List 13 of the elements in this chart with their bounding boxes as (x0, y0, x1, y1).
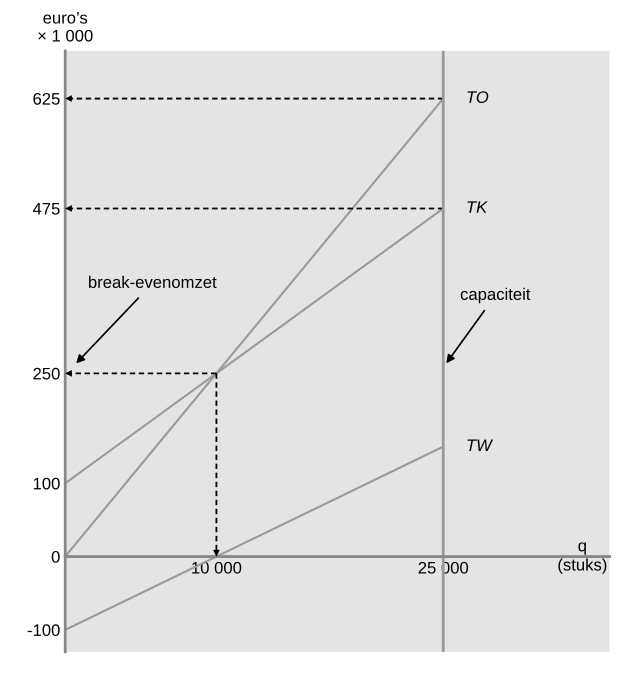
series-label: TW (467, 439, 494, 451)
annotation: capaciteit (460, 288, 530, 304)
y-tick-label: 100 (34, 478, 60, 490)
x-axis-title: q (stuks) (558, 542, 606, 574)
series-label: TK (467, 201, 488, 213)
y-tick-label: 250 (33, 368, 60, 380)
annotation: break-evenomzet (88, 276, 217, 288)
y-tick-label: -100 (28, 624, 60, 636)
y-tick-label: 625 (33, 92, 60, 105)
series-label: TO (467, 91, 488, 104)
y-tick-label: 475 (32, 203, 60, 215)
y-axis-title: euro’s × 1 000 (38, 12, 93, 42)
y-tick-label: 0 (52, 550, 60, 563)
